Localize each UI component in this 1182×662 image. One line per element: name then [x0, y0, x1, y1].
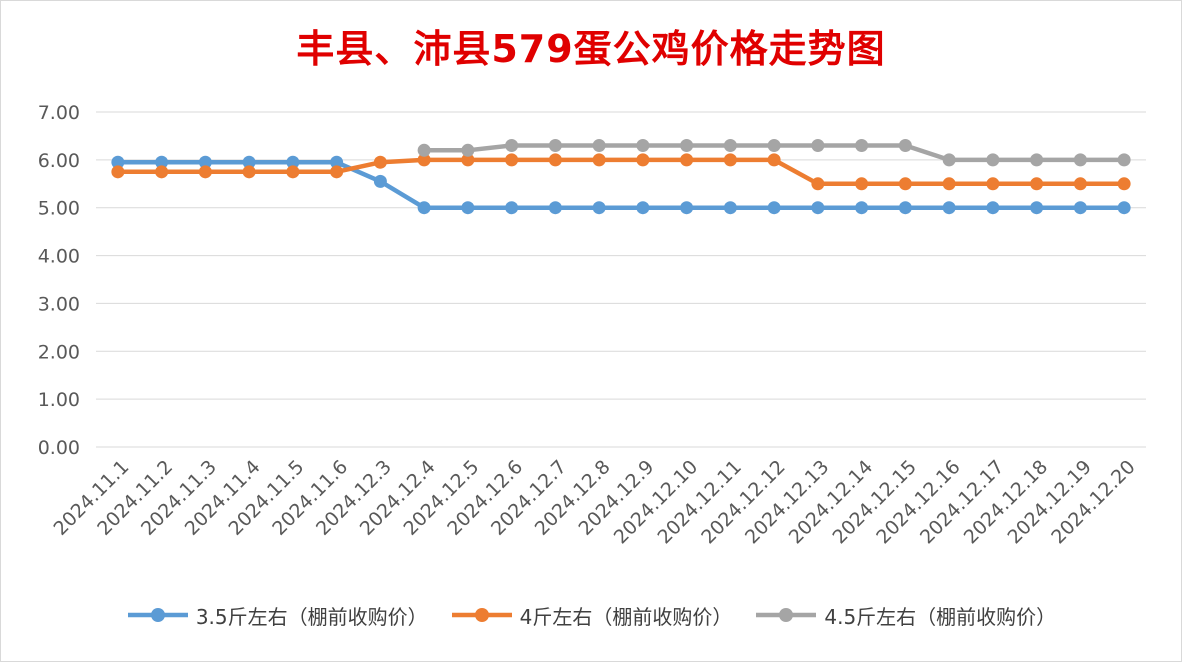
- legend-label: 4斤左右（棚前收购价）: [519, 604, 733, 629]
- data-point-series-1: [505, 201, 519, 215]
- data-point-series-1: [111, 155, 125, 169]
- y-tick-label: 4.00: [38, 246, 80, 268]
- data-point-series-1: [723, 201, 737, 215]
- data-point-series-2: [680, 153, 694, 167]
- data-point-series-2: [592, 153, 606, 167]
- data-point-series-1: [373, 174, 387, 188]
- data-point-series-3: [986, 153, 1000, 167]
- data-point-series-3: [1030, 153, 1044, 167]
- data-point-series-2: [986, 177, 1000, 191]
- data-point-series-1: [942, 201, 956, 215]
- data-point-series-1: [767, 201, 781, 215]
- data-point-series-3: [855, 139, 869, 152]
- data-point-series-1: [811, 201, 825, 215]
- legend-label: 3.5斤左右（棚前收购价）: [195, 604, 428, 629]
- data-point-series-2: [767, 153, 781, 167]
- data-point-series-2: [636, 153, 650, 167]
- data-point-series-2: [898, 177, 912, 191]
- data-point-series-3: [723, 139, 737, 152]
- data-point-series-3: [1117, 153, 1131, 167]
- data-point-series-2: [811, 177, 825, 191]
- data-point-series-1: [198, 155, 212, 169]
- data-point-series-2: [461, 153, 475, 167]
- legend-swatch: [451, 608, 512, 622]
- data-point-series-2: [855, 177, 869, 191]
- data-point-series-1: [986, 201, 1000, 215]
- data-point-series-2: [242, 165, 256, 179]
- data-point-series-1: [636, 201, 650, 215]
- data-point-series-3: [1073, 153, 1087, 167]
- data-point-series-2: [505, 153, 519, 167]
- data-point-series-3: [548, 139, 562, 152]
- data-point-series-1: [1030, 201, 1044, 215]
- series-line-1: [115, 160, 1127, 210]
- data-point-series-3: [942, 153, 956, 167]
- legend-swatch: [756, 608, 817, 622]
- data-point-series-3: [592, 139, 606, 152]
- data-point-series-1: [242, 155, 256, 169]
- data-point-series-2: [198, 165, 212, 179]
- data-point-series-1: [898, 201, 912, 215]
- data-point-series-1: [1073, 201, 1087, 215]
- data-point-series-1: [680, 201, 694, 215]
- y-tick-label: 1.00: [38, 389, 80, 411]
- data-point-series-2: [286, 165, 300, 179]
- y-tick-label: 7.00: [38, 102, 80, 124]
- y-tick-label: 6.00: [38, 150, 80, 172]
- data-point-series-3: [461, 143, 475, 157]
- y-tick-label: 2.00: [38, 341, 80, 363]
- data-point-series-2: [1117, 177, 1131, 191]
- data-point-series-1: [855, 201, 869, 215]
- data-point-series-2: [1073, 177, 1087, 191]
- data-point-series-2: [548, 153, 562, 167]
- y-tick-label: 3.00: [38, 293, 80, 315]
- data-point-series-1: [592, 201, 606, 215]
- y-tick-label: 5.00: [38, 198, 80, 220]
- data-point-series-1: [548, 201, 562, 215]
- data-point-series-3: [636, 139, 650, 152]
- legend: 3.5斤左右（棚前收购价） 4斤左右（棚前收购价） 4.5斤左右（棚前收购价）: [0, 597, 1182, 633]
- data-point-series-1: [286, 155, 300, 169]
- legend-item-3: 4.5斤左右（棚前收购价）: [754, 601, 1056, 630]
- data-point-series-1: [1117, 201, 1131, 215]
- data-point-series-2: [723, 153, 737, 167]
- data-point-series-3: [417, 143, 431, 157]
- data-point-series-3: [811, 139, 825, 152]
- data-point-series-3: [505, 139, 519, 152]
- legend-item-1: 3.5斤左右（棚前收购价）: [126, 601, 428, 630]
- data-point-series-2: [373, 155, 387, 169]
- data-point-series-2: [155, 165, 169, 179]
- data-point-series-2: [417, 153, 431, 167]
- legend-swatch: [127, 608, 188, 622]
- series-line-2: [115, 157, 1127, 187]
- data-point-series-1: [417, 201, 431, 215]
- y-tick-label: 0.00: [38, 437, 80, 459]
- data-point-series-1: [330, 155, 344, 169]
- chart-title: 丰县、沛县579蛋公鸡价格走势图: [296, 27, 886, 71]
- data-point-series-2: [111, 165, 125, 179]
- legend-item-2: 4斤左右（棚前收购价）: [450, 601, 733, 630]
- data-point-series-3: [898, 139, 912, 152]
- data-point-series-3: [767, 139, 781, 152]
- data-point-series-1: [155, 155, 169, 169]
- legend-label: 4.5斤左右（棚前收购价）: [824, 604, 1057, 629]
- data-point-series-2: [1030, 177, 1044, 191]
- data-point-series-2: [330, 165, 344, 179]
- data-point-series-3: [680, 139, 694, 152]
- data-point-series-1: [461, 201, 475, 215]
- data-point-series-2: [942, 177, 956, 191]
